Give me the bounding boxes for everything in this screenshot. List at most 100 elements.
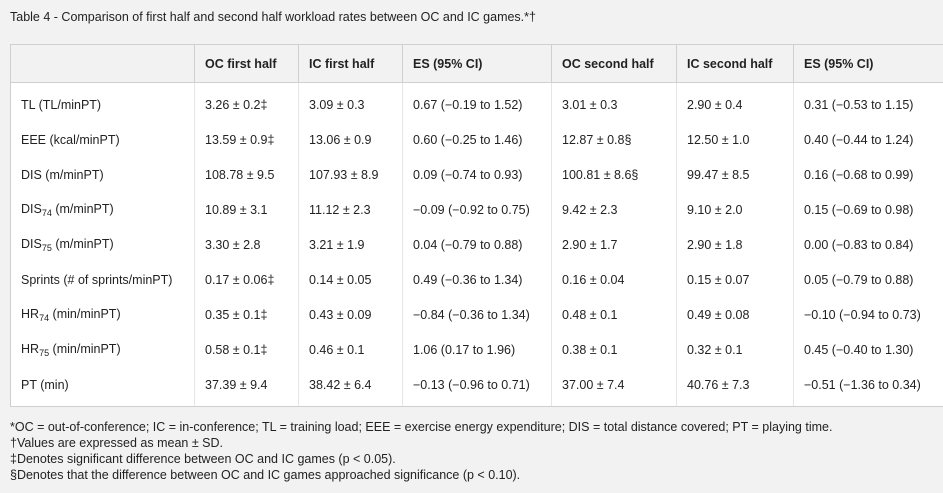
table-cell: 0.05 (−0.79 to 0.88) (793, 262, 943, 297)
table-cell: 0.40 (−0.44 to 1.24) (793, 122, 943, 157)
row-label: HR74 (min/minPT) (10, 297, 195, 332)
header-row: OC first half IC first half ES (95% CI) OC … (10, 44, 943, 83)
footnote: *OC = out-of-conference; IC = in-confere… (10, 420, 833, 434)
header-cell: OC first half (194, 44, 299, 83)
table-cell: −0.10 (−0.94 to 0.73) (793, 297, 943, 332)
table-cell: 0.16 ± 0.04 (551, 262, 677, 297)
table-cell: 9.42 ± 2.3 (551, 192, 677, 227)
row-label-unit: (m/minPT) (51, 201, 114, 216)
table-cell: 12.50 ± 1.0 (676, 122, 794, 157)
row-label: TL (TL/minPT) (10, 82, 195, 122)
table-row: DIS75 (m/minPT) 3.30 ± 2.8 3.21 ± 1.9 0.04 … (10, 227, 943, 262)
table-cell: 12.87 ± 0.8§ (551, 122, 677, 157)
table-row: HR75 (min/minPT) 0.58 ± 0.1‡ 0.46 ± 0.1 1.0… (10, 332, 943, 367)
table-cell: 0.09 (−0.74 to 0.93) (402, 157, 552, 192)
header-cell: ES (95% CI) (793, 44, 943, 83)
table-cell: 3.09 ± 0.3 (298, 82, 403, 122)
row-label-text: HR (21, 341, 40, 356)
table-cell: 0.48 ± 0.1 (551, 297, 677, 332)
table-cell: 0.17 ± 0.06‡ (194, 262, 299, 297)
table-row: HR74 (min/minPT) 0.35 ± 0.1‡ 0.43 ± 0.09 −0… (10, 297, 943, 332)
table-cell: 0.14 ± 0.05 (298, 262, 403, 297)
row-label-text: TL (TL/minPT) (21, 97, 102, 112)
table-cell: 1.06 (0.17 to 1.96) (402, 332, 552, 367)
row-label-unit: (min/minPT) (49, 341, 121, 356)
table-cell: 13.06 ± 0.9 (298, 122, 403, 157)
table-cell: 0.45 (−0.40 to 1.30) (793, 332, 943, 367)
table-cell: 99.47 ± 8.5 (676, 157, 794, 192)
table-row: DIS (m/minPT) 108.78 ± 9.5 107.93 ± 8.9 0.0… (10, 157, 943, 192)
table-cell: 0.04 (−0.79 to 0.88) (402, 227, 552, 262)
row-label-subscript: 75 (41, 242, 52, 253)
table-cell: 2.90 ± 0.4 (676, 82, 794, 122)
header-cell-blank (10, 44, 195, 83)
table-cell: 0.43 ± 0.09 (298, 297, 403, 332)
table-cell: 9.10 ± 2.0 (676, 192, 794, 227)
workload-table: OC first half IC first half ES (95% CI) OC … (10, 44, 943, 407)
footnote: §Denotes that the difference between OC … (10, 468, 521, 482)
table-body: TL (TL/minPT) 3.26 ± 0.2‡ 3.09 ± 0.3 0.67 (… (10, 82, 943, 407)
table-cell: 3.01 ± 0.3 (551, 82, 677, 122)
table-cell: 2.90 ± 1.8 (676, 227, 794, 262)
table-cell: −0.51 (−1.36 to 0.34) (793, 367, 943, 407)
table-cell: −0.13 (−0.96 to 0.71) (402, 367, 552, 407)
table-cell: 0.49 (−0.36 to 1.34) (402, 262, 552, 297)
table-cell: 37.00 ± 7.4 (551, 367, 677, 407)
footnote: ‡Denotes significant difference between … (10, 452, 396, 466)
table-cell: 11.12 ± 2.3 (298, 192, 403, 227)
table-cell: 0.16 (−0.68 to 0.99) (793, 157, 943, 192)
footnote: †Values are expressed as mean ± SD. (10, 436, 223, 450)
header-cell: IC second half (676, 44, 794, 83)
row-label-text: EEE (kcal/minPT) (21, 132, 120, 147)
row-label-text: DIS (m/minPT) (21, 167, 104, 182)
table-cell: 37.39 ± 9.4 (194, 367, 299, 407)
row-label-unit: (m/minPT) (51, 236, 114, 251)
table-cell: 0.35 ± 0.1‡ (194, 297, 299, 332)
table-cell: 0.49 ± 0.08 (676, 297, 794, 332)
table-cell: 0.15 (−0.69 to 0.98) (793, 192, 943, 227)
row-label: DIS74 (m/minPT) (10, 192, 195, 227)
table-cell: 0.60 (−0.25 to 1.46) (402, 122, 552, 157)
table-cell: 0.00 (−0.83 to 0.84) (793, 227, 943, 262)
table-cell: 38.42 ± 6.4 (298, 367, 403, 407)
table-cell: −0.09 (−0.92 to 0.75) (402, 192, 552, 227)
row-label: HR75 (min/minPT) (10, 332, 195, 367)
header-cell: IC first half (298, 44, 403, 83)
table-cell: 2.90 ± 1.7 (551, 227, 677, 262)
table-row: Sprints (# of sprints/minPT) 0.17 ± 0.06‡… (10, 262, 943, 297)
table-cell: 13.59 ± 0.9‡ (194, 122, 299, 157)
table-cell: 3.26 ± 0.2‡ (194, 82, 299, 122)
table-cell: 0.38 ± 0.1 (551, 332, 677, 367)
table-cell: 107.93 ± 8.9 (298, 157, 403, 192)
footnotes: *OC = out-of-conference; IC = in-confere… (10, 419, 832, 483)
row-label-text: Sprints (# of sprints/minPT) (21, 272, 173, 287)
row-label-text: HR (21, 306, 40, 321)
table-cell: 0.67 (−0.19 to 1.52) (402, 82, 552, 122)
table-cell: 108.78 ± 9.5 (194, 157, 299, 192)
row-label: DIS (m/minPT) (10, 157, 195, 192)
row-label: EEE (kcal/minPT) (10, 122, 195, 157)
table-row: TL (TL/minPT) 3.26 ± 0.2‡ 3.09 ± 0.3 0.67 (… (10, 82, 943, 122)
row-label: Sprints (# of sprints/minPT) (10, 262, 195, 297)
header-cell: ES (95% CI) (402, 44, 552, 83)
row-label: PT (min) (10, 367, 195, 407)
row-label-text: DIS (21, 201, 42, 216)
row-label-text: DIS (21, 236, 42, 251)
table-cell: 40.76 ± 7.3 (676, 367, 794, 407)
table-row: DIS74 (m/minPT) 10.89 ± 3.1 11.12 ± 2.3 −0.… (10, 192, 943, 227)
header-cell: OC second half (551, 44, 677, 83)
table-cell: 3.21 ± 1.9 (298, 227, 403, 262)
row-label-subscript: 74 (41, 207, 52, 218)
table-cell: 0.15 ± 0.07 (676, 262, 794, 297)
table-caption: Table 4 - Comparison of first half and s… (10, 10, 536, 24)
table-row: EEE (kcal/minPT) 13.59 ± 0.9‡ 13.06 ± 0.9 0… (10, 122, 943, 157)
table-cell: 3.30 ± 2.8 (194, 227, 299, 262)
row-label-subscript: 74 (39, 312, 50, 323)
table-cell: 0.32 ± 0.1 (676, 332, 794, 367)
row-label-unit: (min/minPT) (49, 306, 121, 321)
table-cell: −0.84 (−0.36 to 1.34) (402, 297, 552, 332)
row-label-text: PT (min) (21, 377, 69, 392)
table-cell: 0.58 ± 0.1‡ (194, 332, 299, 367)
row-label-subscript: 75 (39, 347, 50, 358)
table-cell: 0.46 ± 0.1 (298, 332, 403, 367)
